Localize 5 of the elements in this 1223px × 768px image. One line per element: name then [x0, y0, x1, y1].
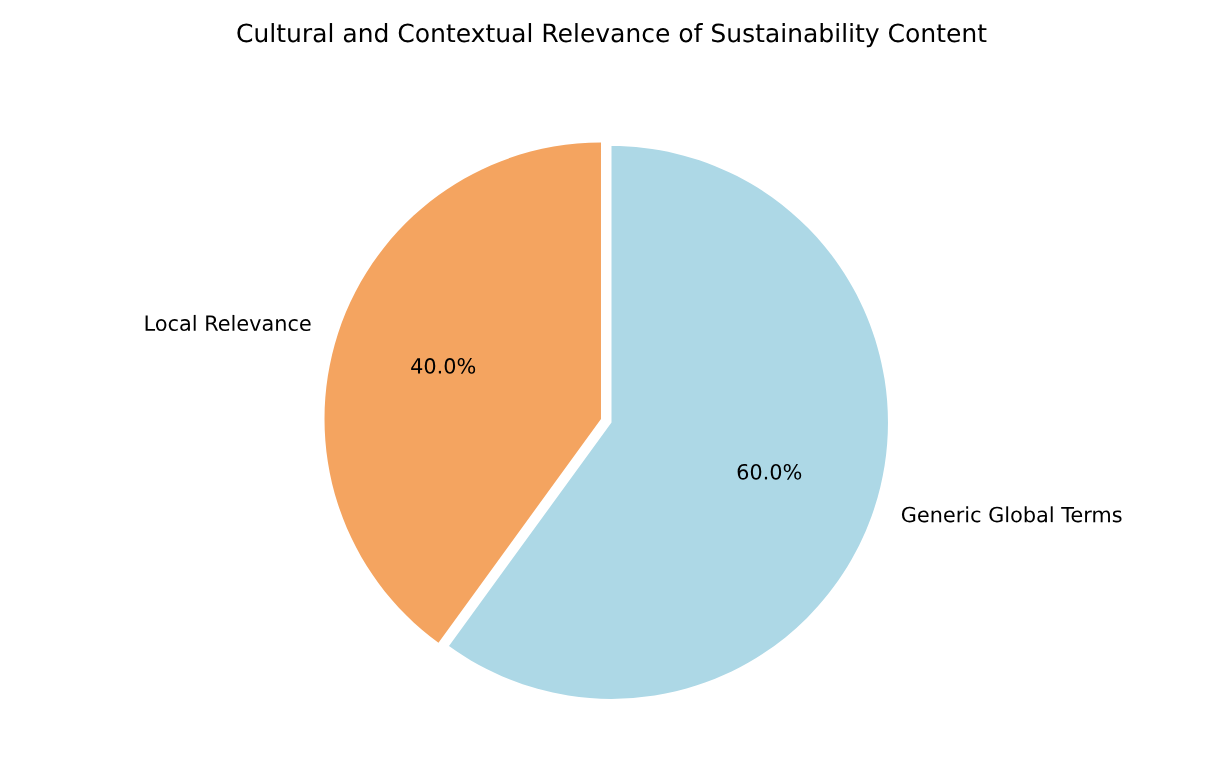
data-label: 40.0%	[411, 358, 476, 374]
chart-title: Cultural and Contextual Relevance of Sustainability Content	[237, 23, 987, 48]
slice-label: Local Relevance	[145, 314, 311, 332]
slice-label: Generic Global Terms	[901, 506, 1122, 523]
data-label: 60.0%	[737, 463, 802, 480]
